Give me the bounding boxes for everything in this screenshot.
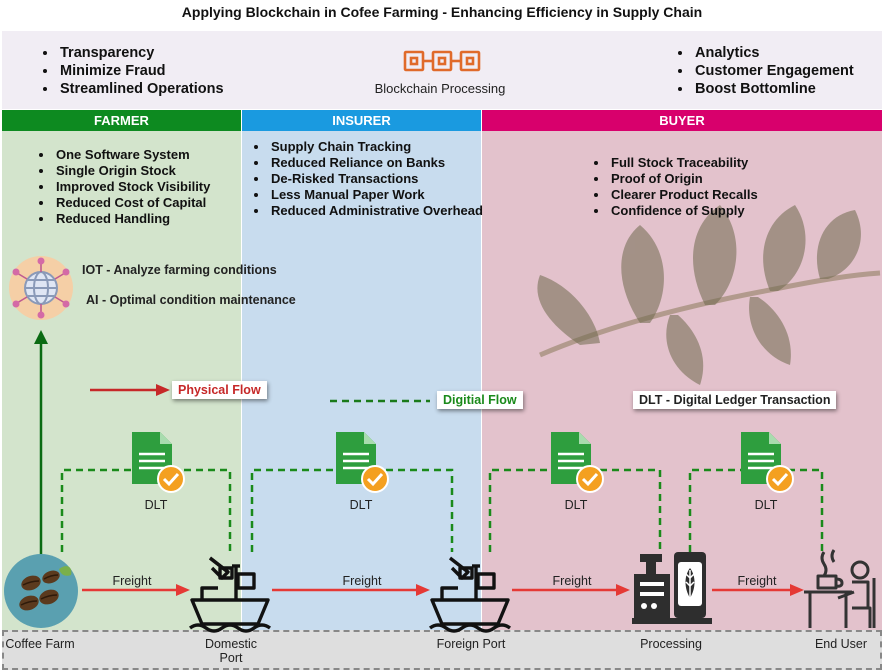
insurer-header: INSURER [242,110,481,131]
node-label-foreign-port: Foreign Port [436,637,506,651]
top-right-item: Customer Engagement [693,62,854,80]
node-label-coffee-farm: Coffee Farm [5,637,75,651]
insurer-benefit-item: Less Manual Paper Work [269,187,494,203]
insurer-benefits: Supply Chain Tracking Reduced Reliance o… [251,139,494,219]
node-label-end-user: End User [814,637,868,651]
buyer-header: BUYER [482,110,882,131]
dlt-legend-label: DLT - Digital Ledger Transaction [633,391,837,409]
diagram-title: Applying Blockchain in Cofee Farming - E… [181,4,703,20]
insurer-benefit-item: Supply Chain Tracking [269,139,494,155]
buyer-benefit-item: Clearer Product Recalls [609,187,758,203]
freight-label: Freight [552,574,592,588]
farmer-benefit-item: Reduced Handling [54,211,210,227]
top-right-item: Boost Bottomline [693,80,854,98]
document-check-icon [741,432,794,493]
coffee-beans-icon [4,554,78,628]
document-check-icon [132,432,185,493]
coffee-drinker-icon [804,549,876,628]
freight-label: Freight [342,574,382,588]
insurer-benefit-item: De-Risked Transactions [269,171,494,187]
digital-flow-label: Digitial Flow [437,391,523,409]
buyer-benefit-item: Confidence of Supply [609,203,758,219]
bottom-label-strip [2,630,882,670]
ai-note: AI - Optimal condition maintenance [86,293,296,307]
blockchain-chain-icon [403,50,481,72]
digital-flow-line [330,399,430,403]
buyer-benefit-item: Full Stock Traceability [609,155,758,171]
cargo-ship-icon [188,556,272,633]
farmer-benefit-item: Reduced Cost of Capital [54,195,210,211]
dlt-label: DLT [754,498,778,512]
farmer-benefits: One Software System Single Origin Stock … [36,147,210,227]
insurer-panel [242,131,481,631]
farmer-benefit-item: One Software System [54,147,210,163]
cargo-ship-icon [428,556,512,633]
freight-label: Freight [112,574,152,588]
upward-arrow [34,330,48,555]
top-left-list: Transparency Minimize Fraud Streamlined … [40,44,224,98]
network-globe-icon [9,256,73,320]
document-check-icon [336,432,389,493]
top-right-list: Analytics Customer Engagement Boost Bott… [675,44,854,98]
farmer-header: FARMER [2,110,241,131]
blockchain-processing-label: Blockchain Processing [374,81,506,96]
coffee-leaves-image [537,205,881,385]
document-check-icon [551,432,604,493]
top-left-item: Transparency [58,44,224,62]
iot-note: IOT - Analyze farming conditions [82,263,277,277]
farmer-benefit-item: Single Origin Stock [54,163,210,179]
physical-flow-label: Physical Flow [172,381,267,399]
top-left-item: Streamlined Operations [58,80,224,98]
node-label-processing: Processing [640,637,702,651]
insurer-benefit-item: Reduced Reliance on Banks [269,155,494,171]
dlt-label: DLT [144,498,168,512]
farmer-benefit-item: Improved Stock Visibility [54,179,210,195]
buyer-panel [482,131,882,631]
top-right-item: Analytics [693,44,854,62]
physical-flow-arrow [90,384,170,396]
buyer-benefits: Full Stock Traceability Proof of Origin … [591,155,758,219]
top-left-item: Minimize Fraud [58,62,224,80]
insurer-benefit-item: Reduced Administrative Overhead [269,203,494,219]
buyer-benefit-item: Proof of Origin [609,171,758,187]
node-label-domestic-port: Domestic Port [204,637,258,665]
factory-machine-icon [632,552,712,624]
freight-label: Freight [737,574,777,588]
dlt-label: DLT [349,498,373,512]
dlt-label: DLT [564,498,588,512]
